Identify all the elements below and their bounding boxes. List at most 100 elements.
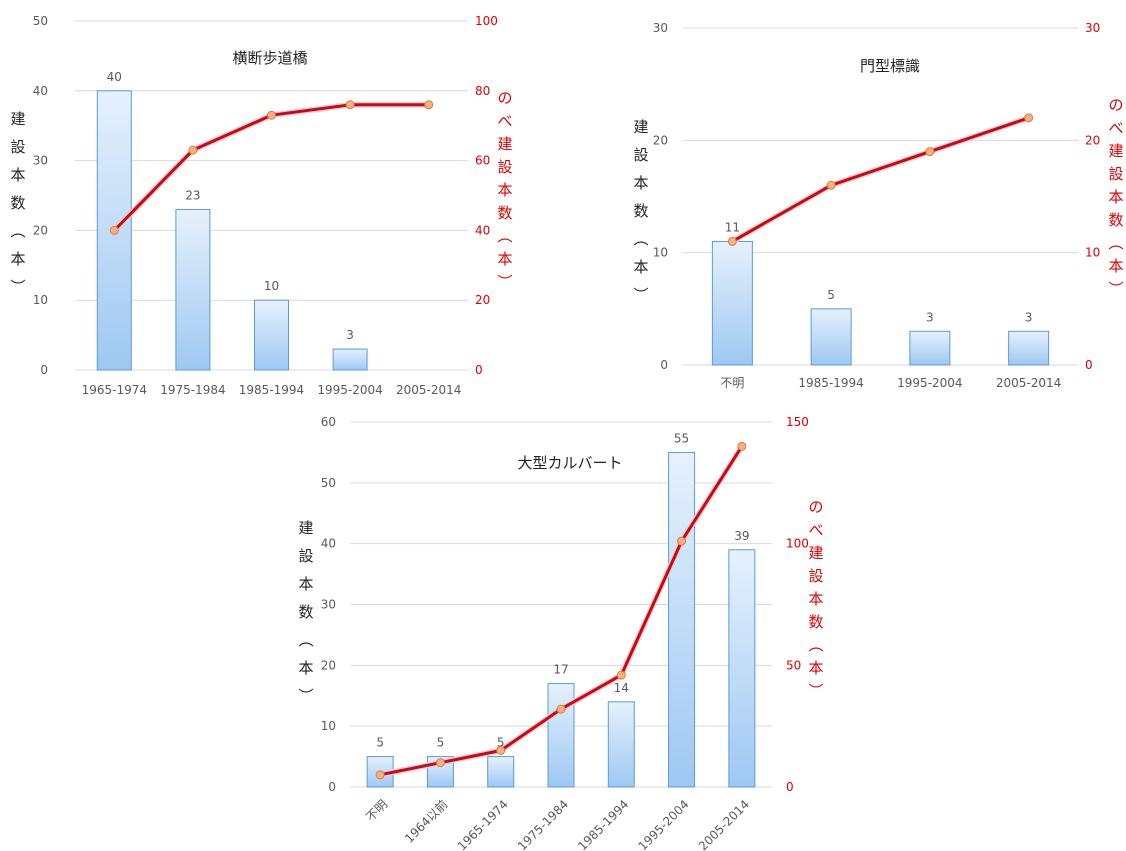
x-tick-label: 1975-1984 [160,383,225,397]
y-axis-label: 建設本数︵本︶ [633,118,648,304]
cumulative-point [435,758,445,768]
cumulative-line [113,103,429,232]
y-tick-label: 50 [321,476,336,490]
bar [607,701,635,788]
y2-axis-label: のべ建設本数︵本︶ [1108,96,1123,298]
bar-data-label: 10 [264,279,279,293]
x-tick-label: 1995-2004 [636,797,692,851]
bar [668,451,696,788]
y2-tick-label: 100 [786,537,809,551]
chart-title: 大型カルバート [517,454,622,472]
x-tick-label: 1965-1974 [455,797,511,851]
y-axis-label: 建設本数︵本︶ [298,519,313,705]
x-tick-label: 1995-2004 [317,383,382,397]
cumulative-point [1024,113,1034,123]
bar-data-label: 3 [1025,310,1033,324]
y2-tick-label: 20 [475,293,490,307]
y2-axis-label: のべ建設本数︵本︶ [497,89,512,291]
x-tick-label: 1985-1994 [575,797,631,851]
y2-tick-label: 20 [1085,133,1100,147]
y2-tick-label: 0 [475,363,483,377]
x-tick-label: 1964以前 [401,797,450,846]
cumulative-point [727,236,737,246]
cumulative-point [109,225,119,235]
cumulative-line-shadow [730,115,1030,245]
cumulative-line-shadow [112,101,429,233]
y2-tick-label: 40 [475,223,490,237]
x-tick-label: 1985-1994 [239,383,304,397]
bar [1008,330,1050,366]
cumulative-point [375,770,385,780]
y-tick-label: 20 [321,658,336,672]
cumulative-point [677,536,687,546]
y2-tick-label: 60 [475,154,490,168]
bar [487,756,515,788]
cumulative-point [826,180,836,190]
y2-tick-label: 10 [1085,246,1100,260]
y-tick-label: 30 [321,598,336,612]
cumulative-point [496,746,506,755]
bar [810,308,852,366]
y2-tick-label: 80 [475,84,490,98]
y2-tick-label: 150 [786,415,809,429]
cumulative-point [925,147,935,157]
bar-data-label: 5 [497,736,505,750]
bar-data-label: 11 [725,220,740,234]
cumulative-point [737,441,747,451]
y-tick-label: 40 [321,537,336,551]
cumulative-point [556,704,566,714]
y-tick-label: 0 [660,358,668,372]
chart-1: 0 10 20 30 40 50 0 20 40 60 80 100 40 23 10 3 1965-1974 1… [10,14,512,397]
bar [332,348,368,371]
x-tick-label: 1965-1974 [82,383,147,397]
x-tick-label: 1995-2004 [897,376,962,390]
bar-data-label: 3 [926,310,934,324]
y-tick-label: 0 [40,363,48,377]
cumulative-point [188,145,198,155]
y-axis-label: 建設本数︵本︶ [10,110,25,296]
y-tick-label: 20 [653,133,668,147]
x-tick-label: 不明 [720,376,744,390]
x-tick-label: 2005-2014 [996,376,1061,390]
y2-tick-label: 0 [1085,358,1093,372]
y-tick-label: 20 [33,223,48,237]
y2-axis-label: のべ建設本数︵本︶ [808,498,823,700]
bar [711,240,753,366]
y2-tick-label: 100 [475,14,498,28]
bar-data-label: 17 [553,663,568,677]
bar-data-label: 3 [346,328,354,342]
y-tick-label: 10 [33,293,48,307]
bar-data-label: 39 [734,529,749,543]
chart-title: 門型標識 [860,57,920,75]
y-tick-label: 30 [653,21,668,35]
y-tick-label: 40 [33,84,48,98]
bar [909,330,951,366]
y2-tick-label: 50 [786,658,801,672]
bar [547,683,575,788]
bar [728,549,756,788]
bar-data-label: 14 [614,681,629,695]
bar-data-label: 40 [107,70,122,84]
bar [254,299,289,371]
cumulative-point [616,670,626,680]
x-tick-label: 不明 [363,797,390,824]
bar-data-label: 5 [437,736,445,750]
y-tick-label: 50 [33,14,48,28]
cumulative-point [345,100,355,110]
x-tick-label: 2005-2014 [696,797,752,851]
y-tick-label: 60 [321,415,336,429]
x-tick-label: 1975-1984 [515,797,571,851]
bar-data-label: 55 [674,431,689,445]
y-tick-label: 10 [653,246,668,260]
y-tick-label: 10 [321,719,336,733]
chart-title: 横断歩道橋 [232,49,307,67]
bar-data-label: 5 [827,288,835,302]
y-tick-label: 0 [328,780,336,794]
chart-2: 0 10 20 30 0 10 20 30 11 5 3 3 不明 1985-1994 1995-2004 2… [633,21,1123,390]
bar-data-label: 5 [376,736,384,750]
cumulative-point [424,100,434,110]
cumulative-point [267,110,276,120]
bar [96,90,132,371]
